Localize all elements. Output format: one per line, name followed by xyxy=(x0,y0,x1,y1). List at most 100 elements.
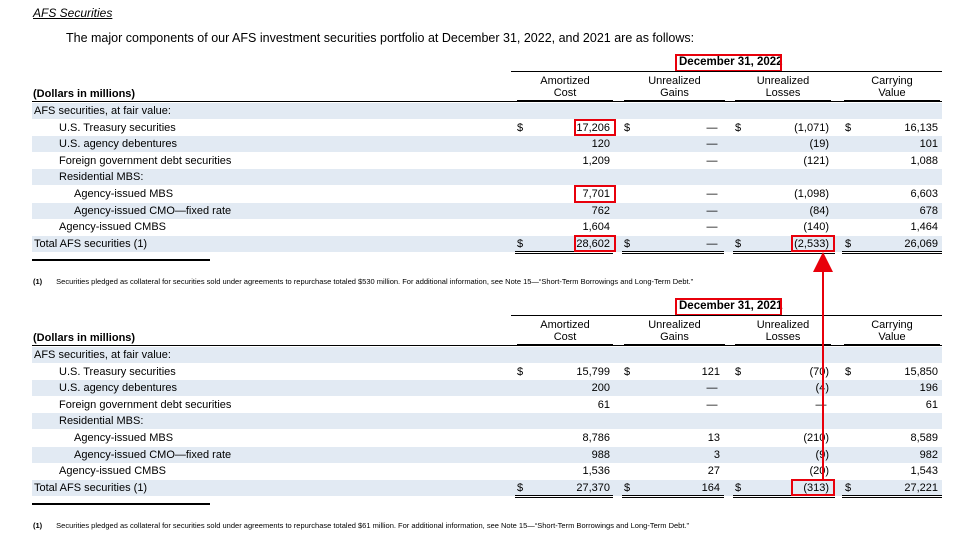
amortized-cost-header-line1: Amortized xyxy=(540,75,590,87)
total-double-rule xyxy=(733,497,835,499)
total-row: Total AFS securities (1) $ $ $ $28,602 — (2,53… xyxy=(32,235,942,252)
unrealized-gains-value: 27 xyxy=(707,465,720,478)
total-double-rule xyxy=(842,497,942,499)
amortized-cost-value: 1,604 xyxy=(582,221,610,234)
unrealized-gains-header: Unrealized Gains xyxy=(622,75,727,99)
carrying-value-value: 101 xyxy=(919,138,938,151)
carrying-value-value: 1,088 xyxy=(910,154,938,167)
dollar-sign-gains: $ xyxy=(624,365,631,378)
amortized-cost-value: 61 xyxy=(597,398,610,411)
label-rule xyxy=(32,345,942,346)
unrealized-losses-value: (1,098) xyxy=(794,188,829,200)
dollar-sign-value: $ xyxy=(845,365,852,378)
carrying-value-value: 1,464 xyxy=(910,221,938,234)
footnote: (1) Securities pledged as collateral for … xyxy=(33,521,689,530)
amortized-cost-value: 988 xyxy=(591,448,610,461)
carrying-value-header-underline xyxy=(844,100,940,101)
carrying-value-value: 982 xyxy=(919,448,938,461)
unrealized-losses-value: (2,533) xyxy=(794,237,829,250)
row-label: Agency-issued CMO—fixed rate xyxy=(74,204,232,217)
carrying-value-header-line2: Value xyxy=(878,331,906,343)
unrealized-gains-header-line1: Unrealized xyxy=(648,75,701,87)
table-row: U.S. agency debentures 120 — (19) 101 xyxy=(32,136,942,153)
table-row: U.S. Treasury securities $ $ $ $15,799 121 (70… xyxy=(32,364,942,380)
carrying-value-value: 26,069 xyxy=(904,237,938,250)
footnote-text: Securities pledged as collateral for sec… xyxy=(56,277,694,287)
dollar-sign-gains: $ xyxy=(624,121,631,134)
total-double-rule xyxy=(515,497,613,499)
unrealized-losses-header-line2: Losses xyxy=(765,331,801,343)
table-row: Agency-issued CMBS 1,536 27 (20) 1,543 xyxy=(32,463,942,479)
unrealized-losses-value: (20) xyxy=(809,465,829,478)
row-label: U.S. agency debentures xyxy=(59,382,178,395)
row-label: Residential MBS: xyxy=(59,171,144,184)
footnote-text: Securities pledged as collateral for sec… xyxy=(56,521,689,531)
total-double-rule xyxy=(622,497,724,499)
dollar-sign-value: $ xyxy=(845,481,852,494)
dollar-sign-cost: $ xyxy=(517,121,524,134)
carrying-value-value: 27,221 xyxy=(904,481,938,494)
unrealized-losses-header: Unrealized Losses xyxy=(733,75,833,99)
amortized-cost-value: 7,701 xyxy=(582,188,610,200)
dollars-in-millions-label: (Dollars in millions) xyxy=(33,88,136,100)
unrealized-gains-value: — xyxy=(706,382,718,395)
header-rule xyxy=(511,71,942,72)
unrealized-losses-value: (19) xyxy=(809,138,829,151)
table-row: AFS securities, at fair value: xyxy=(32,103,942,119)
unrealized-gains-value: 3 xyxy=(713,448,720,461)
row-label: U.S. agency debentures xyxy=(59,138,178,151)
table-row: U.S. Treasury securities $ $ $ $17,206 — (1,07… xyxy=(32,120,942,136)
carrying-value-value: 16,135 xyxy=(904,121,938,134)
dollar-sign-cost: $ xyxy=(517,365,524,378)
row-label: Foreign government debt securities xyxy=(59,154,232,167)
unrealized-losses-header-line2: Losses xyxy=(765,87,801,99)
amortized-cost-value: 1,536 xyxy=(582,465,610,478)
row-label: Total AFS securities (1) xyxy=(34,237,148,250)
amortized-cost-header-underline xyxy=(517,344,613,345)
unrealized-losses-header-underline xyxy=(735,100,831,101)
value-highlight-box xyxy=(574,185,616,203)
footnote-separator xyxy=(32,259,210,262)
unrealized-losses-value: (140) xyxy=(803,221,829,234)
row-label: AFS securities, at fair value: xyxy=(34,105,171,117)
footnote-separator xyxy=(32,503,210,506)
dollar-sign-gains: $ xyxy=(624,481,631,494)
unrealized-gains-header-line1: Unrealized xyxy=(648,319,701,331)
unrealized-gains-value: — xyxy=(706,188,718,200)
unrealized-losses-header-line1: Unrealized xyxy=(756,319,810,331)
period-date-header: December 31, 2021 xyxy=(679,300,783,312)
table-row: Residential MBS: xyxy=(32,169,942,186)
value-highlight-box xyxy=(574,234,616,253)
total-double-rule xyxy=(515,495,613,497)
amortized-cost-header-line2: Cost xyxy=(553,87,577,99)
carrying-value-value: 678 xyxy=(919,204,938,217)
carrying-value-value: 15,850 xyxy=(904,365,938,378)
table-row: Residential MBS: xyxy=(32,413,942,430)
unrealized-losses-header-line1: Unrealized xyxy=(756,75,810,87)
unrealized-gains-value: — xyxy=(706,237,718,250)
amortized-cost-value: 27,370 xyxy=(576,481,610,494)
section-title: AFS Securities xyxy=(33,6,113,20)
row-label: AFS securities, at fair value: xyxy=(34,349,171,361)
dollar-sign-value: $ xyxy=(845,237,852,250)
dollar-sign-losses: $ xyxy=(735,365,742,378)
footnote: (1) Securities pledged as collateral for … xyxy=(33,277,693,286)
unrealized-losses-value: (84) xyxy=(809,204,829,217)
amortized-cost-value: 28,602 xyxy=(576,237,610,250)
amortized-cost-header-line1: Amortized xyxy=(540,319,590,331)
amortized-cost-header-underline xyxy=(517,100,613,101)
total-double-rule xyxy=(733,251,835,253)
unrealized-gains-header: Unrealized Gains xyxy=(622,319,727,343)
unrealized-losses-value: (70) xyxy=(809,365,829,378)
header-rule xyxy=(511,315,942,316)
period-date-header: December 31, 2022 xyxy=(679,56,783,68)
unrealized-losses-value: — xyxy=(815,398,827,411)
table-row: Agency-issued CMO—fixed rate 762 — (84) 678 xyxy=(32,202,942,219)
table-row: Agency-issued MBS 8,786 13 (210) 8,589 xyxy=(32,430,942,446)
table-row: Foreign government debt securities 1,209 —… xyxy=(32,153,942,169)
unrealized-gains-value: — xyxy=(706,121,718,134)
dollar-sign-losses: $ xyxy=(735,237,742,250)
amortized-cost-value: 200 xyxy=(591,382,610,395)
unrealized-gains-header-underline xyxy=(624,344,725,345)
